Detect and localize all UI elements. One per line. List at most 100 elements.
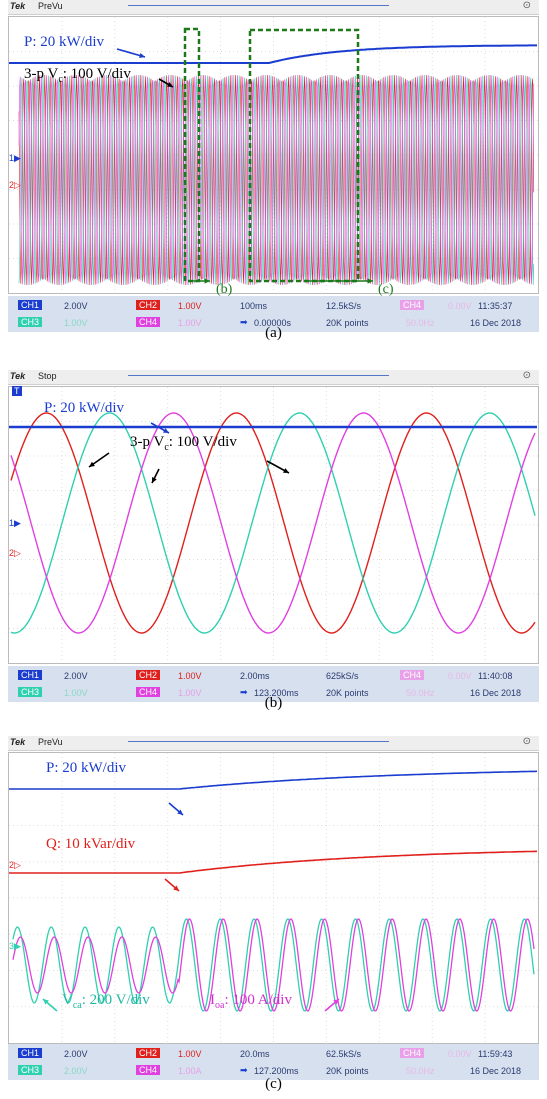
power-arrow-head: [139, 53, 145, 59]
status-bar: CH1 2.00V CH2 1.00V CH3 2.00V CH4 1.00A …: [8, 1044, 539, 1080]
power-trace: [9, 770, 538, 790]
ch4-chip[interactable]: CH4: [136, 317, 161, 327]
ch4-scale: 1.00V: [178, 688, 202, 698]
ch3-chip[interactable]: CH3: [18, 687, 43, 697]
brand-logo: Tek: [10, 1, 26, 11]
record-length: 20K points: [326, 318, 369, 328]
trigger-source-chip[interactable]: CH4: [400, 670, 425, 680]
current-trace: [12, 918, 535, 1012]
timebase: 100ms: [240, 301, 268, 311]
ch2-scale: 1.00V: [178, 301, 202, 311]
waveform-plot: [9, 753, 538, 1043]
timebase: 2.00ms: [240, 671, 270, 681]
phase-voltage-trace: [18, 75, 535, 286]
phase-a-voltage: [10, 412, 536, 634]
help-icon[interactable]: ⊙: [522, 0, 531, 11]
trigger-frequency: 50.0Hz: [406, 1066, 435, 1076]
phase-c-arrow-head: [283, 468, 289, 473]
acquisition-mode: PreVu: [38, 737, 63, 747]
power-label: P: 20 kW/div: [24, 34, 105, 50]
reactive-power-label: Q: 10 kVar/div: [46, 836, 136, 852]
ch3-scale: 2.00V: [64, 1066, 88, 1076]
current-label: Ioa: 100 A/div: [210, 992, 292, 1011]
brand-logo: Tek: [10, 737, 26, 747]
brand-logo: Tek: [10, 371, 26, 381]
acquisition-mode: PreVu: [38, 1, 63, 11]
ch4-chip[interactable]: CH4: [136, 687, 161, 697]
caption-b: (b): [264, 695, 283, 711]
trigger-position: 127.200ms: [254, 1066, 299, 1076]
reactive-power-arrow-head: [173, 885, 179, 891]
ch3-marker: 3▶: [9, 941, 21, 951]
ch4-scale: 1.00A: [178, 1066, 202, 1076]
ch4-scale: 1.00V: [178, 318, 202, 328]
record-length: 20K points: [326, 688, 369, 698]
panel-a: Tek PreVu ⊙ 1▶ 2▷ P: 20 kW/div 3-p Vc: 1…: [0, 0, 547, 350]
trigger-level: 0.00V: [448, 1049, 472, 1059]
ch2-chip[interactable]: CH2: [136, 1048, 161, 1058]
ch2-chip[interactable]: CH2: [136, 670, 161, 680]
record-length: 20K points: [326, 1066, 369, 1076]
current-arrow-head: [333, 999, 339, 1005]
phase-a-arrow-head: [89, 461, 95, 467]
trigger-level: 0.00V: [448, 671, 472, 681]
waveform-screen: [8, 386, 539, 664]
voltage-arrow-head: [43, 999, 49, 1005]
sample-rate: 625kS/s: [326, 671, 359, 681]
ch1-marker: 1▶: [9, 153, 21, 163]
clock-time: 11:35:37: [478, 301, 513, 311]
ch1-scale: 2.00V: [64, 671, 88, 681]
trigger-frequency: 50.0Hz: [406, 688, 435, 698]
ch1-scale: 2.00V: [64, 1049, 88, 1059]
trigger-source-chip[interactable]: CH4: [400, 300, 425, 310]
ch1-chip[interactable]: CH1: [18, 300, 43, 310]
ch3-scale: 1.00V: [64, 318, 88, 328]
waveform-screen: [8, 16, 539, 294]
power-label: P: 20 kW/div: [46, 760, 127, 776]
box-c-arrow-head: [367, 278, 373, 284]
timebase: 20.0ms: [240, 1049, 270, 1059]
phase-b-voltage: [10, 412, 536, 634]
record-view-bar: [128, 741, 389, 742]
phase-c-voltage: [10, 412, 536, 634]
scope-topbar: Tek PreVu ⊙: [8, 736, 539, 751]
voltage-label: Vca: 200 V/div: [62, 992, 150, 1011]
clock-time: 11:59:43: [478, 1049, 513, 1059]
ch4-chip[interactable]: CH4: [136, 1065, 161, 1075]
ch2-scale: 1.00V: [178, 671, 202, 681]
status-bar: CH1 2.00V CH2 1.00V CH3 1.00V CH4 1.00V …: [8, 666, 539, 702]
trigger-source-chip[interactable]: CH4: [400, 1048, 425, 1058]
phase-voltage-trace: [18, 74, 535, 285]
ch1-scale: 2.00V: [64, 301, 88, 311]
ch3-chip[interactable]: CH3: [18, 317, 43, 327]
clock-date: 16 Dec 2018: [470, 318, 522, 328]
ch1-chip[interactable]: CH1: [18, 1048, 43, 1058]
box-c-label: (c): [378, 282, 394, 297]
ch2-marker: 2▷: [9, 180, 21, 190]
scope-topbar: Tek Stop ⊙: [8, 370, 539, 385]
voltage-arrow-head: [167, 82, 173, 87]
help-icon[interactable]: ⊙: [522, 736, 531, 747]
trigger-position: 0.00000s: [254, 318, 292, 328]
caption-c: (c): [265, 1076, 282, 1092]
ch3-chip[interactable]: CH3: [18, 1065, 43, 1075]
panel-b: Tek Stop ⊙ T 1▶ 2▷ P: 20 kW/div 3-p Vc: …: [0, 370, 547, 720]
position-arrow-icon: ➡: [240, 1065, 248, 1075]
caption-a: (a): [265, 325, 282, 341]
ch1-marker: 1▶: [9, 518, 21, 528]
position-arrow-icon: ➡: [240, 687, 248, 697]
box-b-label: (b): [216, 282, 233, 297]
acquisition-mode: Stop: [38, 371, 57, 381]
power-trace: [9, 44, 537, 64]
sample-rate: 12.5kS/s: [326, 301, 362, 311]
voltage-label: 3-p Vc: 100 V/div: [130, 434, 237, 453]
record-view-bar: [128, 375, 389, 376]
trigger-marker: T: [12, 386, 22, 396]
box-b-arrow-head: [204, 278, 210, 284]
help-icon[interactable]: ⊙: [522, 370, 531, 381]
ch1-chip[interactable]: CH1: [18, 670, 43, 680]
ch2-chip[interactable]: CH2: [136, 300, 161, 310]
clock-date: 16 Dec 2018: [470, 1066, 522, 1076]
status-bar: CH1 2.00V CH2 1.00V CH3 1.00V CH4 1.00V …: [8, 296, 539, 332]
phase-b-arrow-head: [152, 477, 157, 483]
